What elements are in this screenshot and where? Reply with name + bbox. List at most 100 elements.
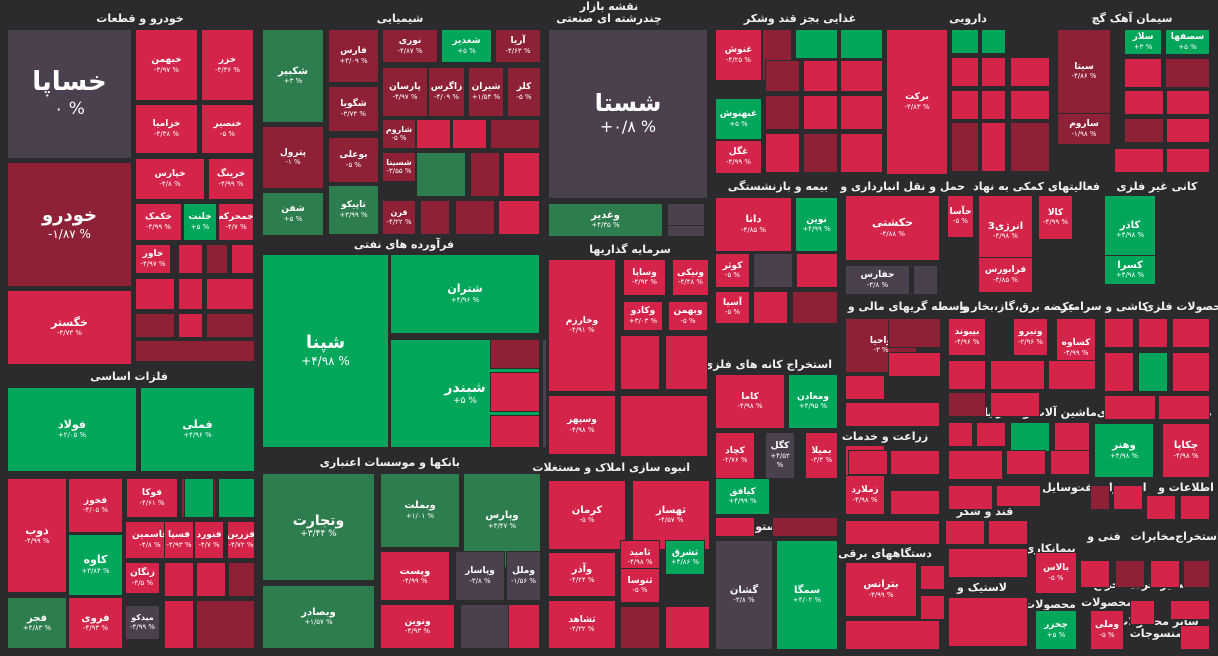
stock-tile[interactable]: زنگان -۴/۵ % <box>125 562 160 594</box>
stock-tile[interactable] <box>228 562 255 597</box>
stock-tile[interactable] <box>1050 450 1090 475</box>
stock-tile[interactable]: خپارس -۴/۸ % <box>135 158 205 200</box>
stock-tile[interactable]: ثنوسا -۵ % <box>620 568 660 603</box>
stock-tile[interactable] <box>981 29 1006 54</box>
stock-tile[interactable] <box>416 119 451 149</box>
stock-tile[interactable]: شسینا -۳/۵۵ % <box>382 152 416 182</box>
stock-tile[interactable] <box>948 485 993 510</box>
stock-tile[interactable]: خلنت +۵ % <box>183 203 217 241</box>
stock-tile[interactable]: تاپیکو +۳/۹۹ % <box>328 185 379 235</box>
stock-tile[interactable] <box>715 517 755 537</box>
stock-tile[interactable] <box>976 422 1006 447</box>
stock-tile[interactable]: وتجارت +۳/۴۴ % <box>262 473 375 581</box>
stock-tile[interactable] <box>620 606 660 649</box>
stock-tile[interactable] <box>888 352 941 377</box>
stock-tile[interactable]: کاوه +۳/۸۴ % <box>68 534 123 596</box>
stock-tile[interactable]: وسپهر -۴/۹۸ % <box>548 395 616 455</box>
stock-tile[interactable]: کلر -۵ % <box>507 67 541 117</box>
stock-tile[interactable] <box>840 95 883 130</box>
stock-tile[interactable] <box>135 313 175 338</box>
stock-tile[interactable]: بالاس -۵ % <box>1035 552 1077 594</box>
stock-tile[interactable] <box>1010 90 1050 120</box>
stock-tile[interactable]: شاروم -۵ % <box>382 119 416 149</box>
stock-tile[interactable] <box>920 595 945 620</box>
stock-tile[interactable] <box>196 600 255 649</box>
stock-tile[interactable]: وملل -۱/۵۶ % <box>506 551 541 601</box>
stock-tile[interactable] <box>1104 352 1134 392</box>
stock-tile[interactable]: سلار +۳ % <box>1124 29 1162 55</box>
stock-tile[interactable]: ونیکی -۴/۴۸ % <box>672 259 709 296</box>
stock-tile[interactable]: شغدیر +۵ % <box>441 29 492 63</box>
stock-tile[interactable] <box>890 450 940 475</box>
stock-tile[interactable]: فسپا -۴/۹۳ % <box>164 521 194 559</box>
stock-tile[interactable] <box>1010 57 1050 87</box>
stock-tile[interactable]: خکمک -۴/۹۹ % <box>135 203 182 241</box>
stock-tile[interactable]: بپیوند -۴/۹۶ % <box>948 318 986 356</box>
stock-tile[interactable] <box>1150 560 1180 588</box>
stock-tile[interactable]: وبهمن -۵ % <box>668 301 708 331</box>
stock-tile[interactable] <box>888 318 941 348</box>
stock-tile[interactable] <box>1158 395 1210 420</box>
stock-tile[interactable] <box>1172 352 1210 392</box>
stock-tile[interactable] <box>951 29 979 54</box>
stock-tile[interactable]: بوعلی -۵ % <box>328 137 379 183</box>
stock-tile[interactable]: وبملت +۱/۰۱ % <box>380 473 460 548</box>
stock-tile[interactable] <box>1138 318 1168 348</box>
stock-tile[interactable]: ساروم -۱/۹۸ % <box>1057 113 1111 145</box>
stock-tile[interactable] <box>765 133 800 173</box>
stock-tile[interactable]: گشان -۳/۸ % <box>715 540 773 650</box>
stock-tile[interactable]: خبهمن -۴/۹۷ % <box>135 29 198 101</box>
stock-tile[interactable] <box>1054 422 1090 452</box>
stock-tile[interactable]: وبصادر +۱/۵۷ % <box>262 585 375 649</box>
stock-tile[interactable] <box>452 119 487 149</box>
stock-tile[interactable]: بترانس -۴/۹۹ % <box>845 562 917 617</box>
stock-tile[interactable] <box>948 450 1003 480</box>
stock-tile[interactable]: شیران +۱/۵۴ % <box>468 67 504 117</box>
stock-tile[interactable]: کاذر +۴/۹۸ % <box>1104 195 1156 265</box>
stock-tile[interactable] <box>1124 58 1162 88</box>
stock-tile[interactable] <box>620 335 660 390</box>
stock-tile[interactable] <box>803 133 838 173</box>
stock-tile[interactable]: خرینگ -۴/۹۹ % <box>208 158 254 200</box>
stock-tile[interactable] <box>490 372 540 412</box>
stock-tile[interactable] <box>164 600 194 649</box>
stock-tile[interactable] <box>890 490 940 515</box>
stock-tile[interactable] <box>845 620 940 650</box>
stock-tile[interactable]: غگل -۴/۹۹ % <box>715 140 762 174</box>
stock-tile[interactable] <box>206 244 228 274</box>
stock-tile[interactable] <box>920 565 945 590</box>
stock-tile[interactable]: سمگا +۴/۰۲ % <box>776 540 838 650</box>
stock-tile[interactable]: زملارد -۴/۹۸ % <box>845 475 885 515</box>
stock-tile[interactable] <box>667 225 705 237</box>
stock-tile[interactable] <box>1172 318 1210 348</box>
stock-tile[interactable] <box>178 278 203 310</box>
stock-tile[interactable]: فزرین -۴/۷۲ % <box>227 521 255 559</box>
stock-tile[interactable] <box>1124 90 1164 115</box>
stock-tile[interactable] <box>542 339 547 448</box>
stock-tile[interactable] <box>951 90 979 120</box>
stock-tile[interactable]: خگستر -۴/۷۳ % <box>7 290 132 365</box>
stock-tile[interactable] <box>1166 90 1210 115</box>
stock-tile[interactable]: شستا +۰/۸ % <box>548 29 708 199</box>
stock-tile[interactable]: سصفها +۵ % <box>1165 29 1210 55</box>
stock-tile[interactable] <box>796 253 838 288</box>
stock-tile[interactable]: ونیرو -۲/۹۶ % <box>1013 318 1048 356</box>
stock-tile[interactable] <box>1165 58 1210 88</box>
stock-tile[interactable]: کچاد -۲/۷۶ % <box>715 432 755 479</box>
stock-tile[interactable]: چخزر +۵ % <box>1035 610 1077 650</box>
stock-tile[interactable]: کسرا +۴/۹۸ % <box>1104 255 1156 285</box>
stock-tile[interactable] <box>455 200 495 235</box>
stock-tile[interactable] <box>1114 148 1164 173</box>
stock-tile[interactable] <box>420 200 450 235</box>
stock-tile[interactable] <box>1080 560 1110 588</box>
stock-tile[interactable]: کالا -۴/۹۹ % <box>1038 195 1073 240</box>
stock-tile[interactable]: وساپا -۴/۹۲ % <box>623 259 666 296</box>
stock-tile[interactable]: خمحرکه -۴/۷ % <box>218 203 254 241</box>
stock-tile[interactable] <box>135 278 175 310</box>
stock-tile[interactable] <box>990 360 1045 390</box>
stock-tile[interactable] <box>1138 352 1168 392</box>
stock-tile[interactable]: میدکو -۴/۹۹ % <box>125 605 160 640</box>
stock-tile[interactable] <box>948 548 1028 578</box>
stock-tile[interactable]: فارس +۳/۰۹ % <box>328 29 379 83</box>
stock-tile[interactable]: فنورد -۴/۷ % <box>194 521 224 559</box>
